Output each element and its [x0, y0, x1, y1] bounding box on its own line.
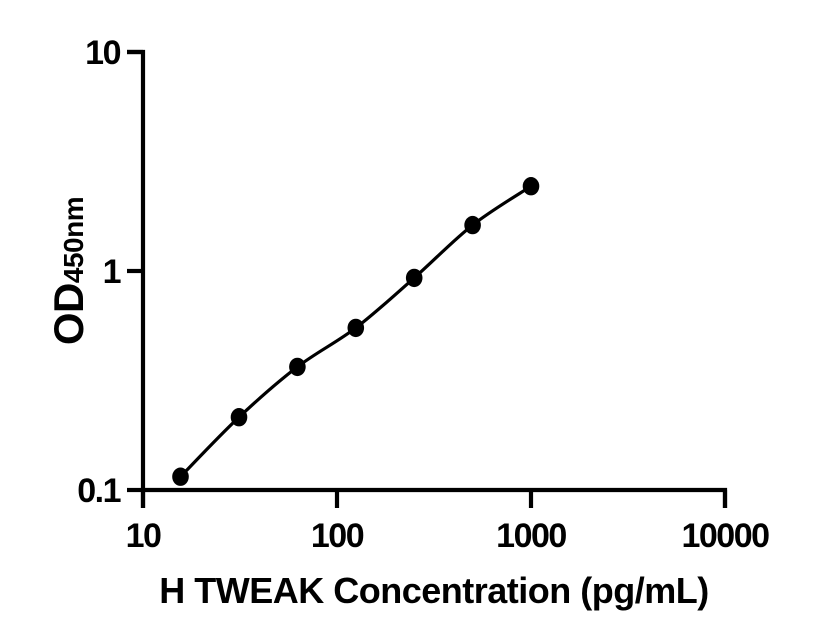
data-point [522, 177, 540, 196]
x-tick-label: 1000 [496, 517, 566, 555]
y-tick-label: 10 [85, 34, 120, 72]
data-point [289, 357, 306, 377]
x-axis-title: H TWEAK Concentration (pg/mL) [159, 570, 708, 611]
data-points [172, 177, 540, 486]
y-tick-label: 0.1 [77, 472, 120, 510]
tick-labels: 0.1 1 10 10 100 1000 10000 [77, 34, 770, 555]
y-tick-label: 1 [103, 253, 121, 291]
data-point [172, 467, 189, 486]
x-tick-label: 100 [311, 517, 364, 555]
data-point [230, 408, 248, 427]
y-axis-title: OD450nm [45, 197, 92, 345]
axes [127, 49, 728, 508]
y-axis-title-sub: 450nm [58, 197, 89, 283]
x-tick-label: 10000 [681, 517, 769, 555]
x-tick-label: 10 [126, 517, 161, 555]
y-axis-title-main: OD [45, 283, 92, 345]
y-axis-line [127, 49, 146, 508]
data-point [405, 268, 423, 288]
data-point [464, 215, 481, 235]
data-point [347, 318, 365, 338]
x-axis-line [143, 487, 728, 508]
